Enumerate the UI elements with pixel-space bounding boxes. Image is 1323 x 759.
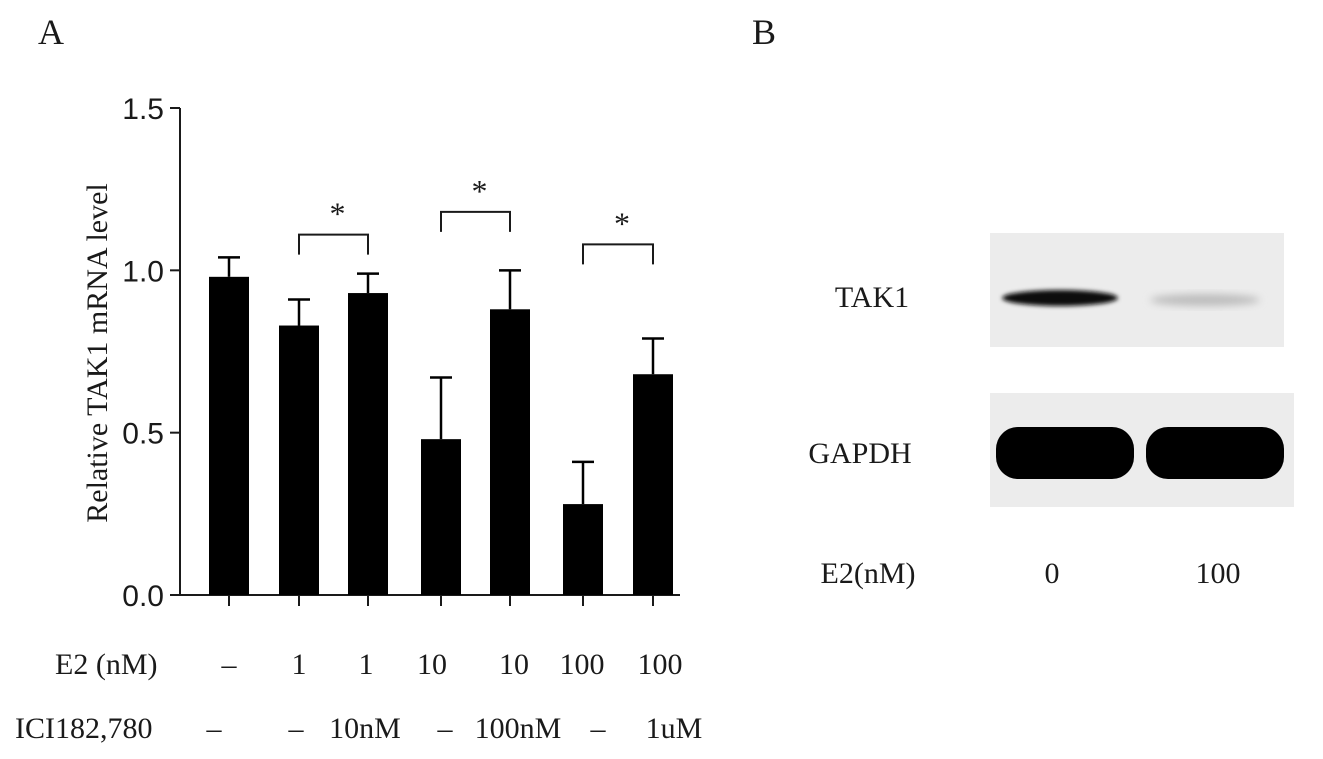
y-axis-label: Relative TAK1 mRNA level	[81, 183, 114, 523]
bar	[563, 504, 603, 595]
significance-bracket	[440, 210, 511, 232]
condition-table: E2 (nM) ICI182,780 –1 1 10 10 100 100 – –10nM –…	[15, 648, 702, 745]
bars	[209, 276, 673, 595]
e2-value: –	[221, 648, 238, 681]
significance-bracket	[298, 233, 369, 255]
e2-row-label: E2 (nM)	[55, 648, 157, 681]
ici-value: 100nM	[475, 712, 562, 745]
bar	[209, 276, 249, 595]
blot-membrane-tak1	[990, 233, 1284, 347]
y-tick-label: 1.0	[122, 255, 164, 288]
e2-value: 10	[417, 648, 447, 681]
ici-values: – –10nM –100nM –1uM	[206, 712, 703, 745]
ici-value: 10nM	[329, 712, 401, 745]
ici-row-label: ICI182,780	[15, 712, 153, 745]
y-tick-label: 1.5	[122, 93, 164, 126]
blot-lane-label-0: 0	[1045, 557, 1060, 590]
tak1-bands	[1002, 290, 1260, 306]
e2-value: 1	[359, 648, 374, 681]
gapdh-band-lane-0	[996, 427, 1134, 479]
ici-value: –	[206, 712, 223, 745]
bar	[633, 374, 673, 595]
ici-value: 1uM	[646, 712, 703, 745]
significance-star: *	[330, 196, 346, 232]
significance-brackets: * * *	[298, 173, 654, 265]
e2-value: 100	[560, 648, 605, 681]
error-bars	[218, 256, 664, 505]
ici-value: –	[288, 712, 305, 745]
ici-value: –	[437, 712, 454, 745]
bar	[490, 309, 530, 595]
gapdh-band-lane-100	[1146, 427, 1284, 479]
panel-label-a: A	[38, 12, 64, 52]
panel-label-b: B	[752, 12, 776, 52]
e2-value: 10	[499, 648, 529, 681]
significance-star: *	[614, 205, 630, 241]
significance-star: *	[472, 173, 488, 209]
significance-bracket	[582, 243, 654, 265]
bar	[421, 439, 461, 595]
e2-values: – 1 1 10 10 100 100	[221, 648, 683, 681]
blot-row-label-gapdh: GAPDH	[808, 437, 911, 470]
x-ticks	[228, 595, 654, 606]
ici-value: –	[590, 712, 607, 745]
bar	[279, 325, 319, 595]
y-ticks: 0.0 0.5 1.0 1.5	[122, 93, 180, 613]
bar	[348, 293, 388, 595]
blot-lane-label-100: 100	[1196, 557, 1241, 590]
blot-row-label-tak1: TAK1	[835, 281, 909, 314]
bar-chart: 0.0 0.5 1.0 1.5 * * * Relative TAK1 mRNA leve…	[81, 93, 680, 613]
western-blot-panel: TAK1 GAPDH E2(nM) 0 100	[808, 233, 1294, 590]
e2-value: 100	[638, 648, 683, 681]
y-tick-label: 0.0	[122, 580, 164, 613]
blot-treatment-label: E2(nM)	[821, 557, 916, 590]
tak1-band-lane-100	[1150, 294, 1260, 306]
e2-value: 1	[292, 648, 307, 681]
y-tick-label: 0.5	[122, 418, 164, 451]
gapdh-bands	[996, 427, 1284, 479]
tak1-band-lane-0	[1002, 290, 1118, 306]
